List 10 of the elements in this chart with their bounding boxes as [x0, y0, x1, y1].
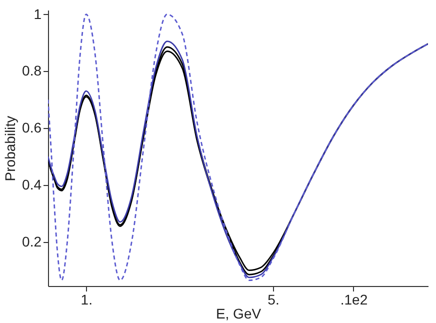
y-tick-label: 0.6 [22, 120, 42, 136]
y-tick-label: 0.2 [22, 233, 42, 250]
y-tick-label: 1 [34, 6, 42, 22]
y-axis-title: Probability [2, 116, 18, 182]
x-tick-label: 5. [268, 292, 280, 308]
x-tick-label: .1e2 [340, 292, 368, 308]
x-tick-label: 1. [80, 292, 92, 308]
y-tick-label: 0.8 [22, 62, 42, 79]
x-axis-title: E, GeV [216, 306, 262, 322]
y-tick-label: 0.4 [22, 176, 42, 192]
